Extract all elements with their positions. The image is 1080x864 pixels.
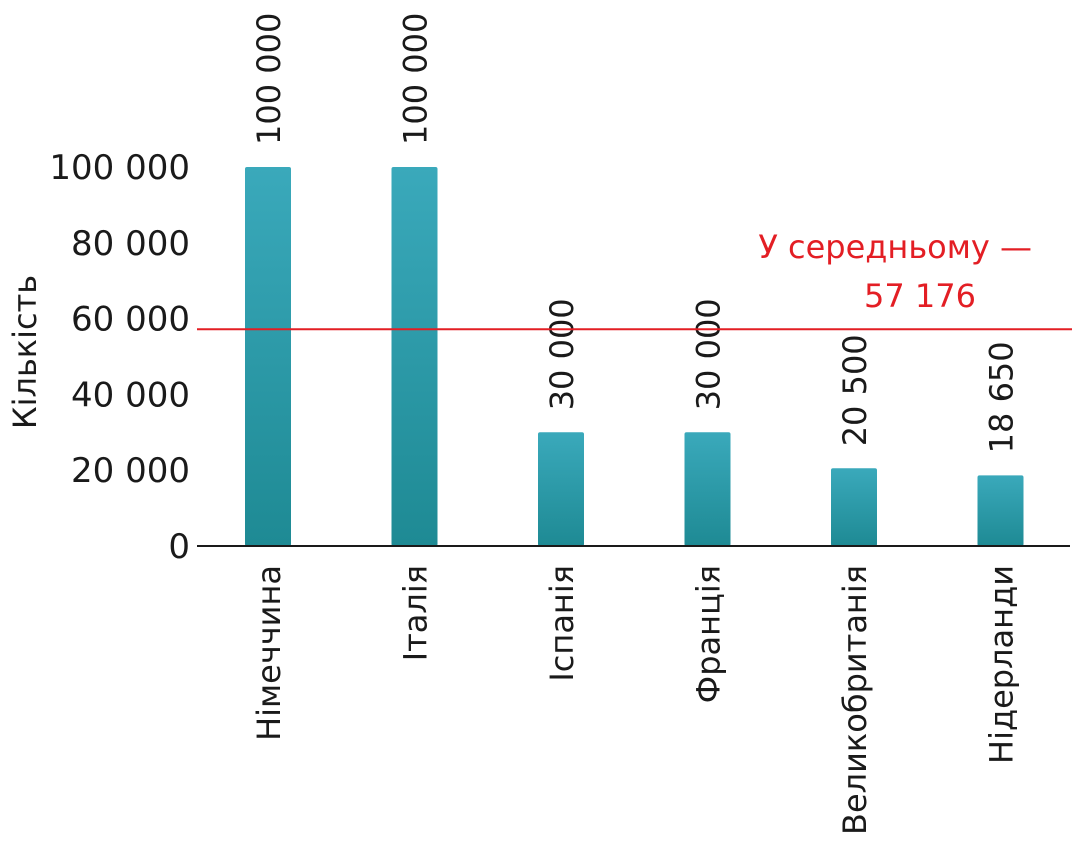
bar-value-label: 20 500 [836,334,874,446]
y-tick-label: 80 000 [71,224,190,264]
y-tick-label: 60 000 [71,300,190,340]
bar [391,167,438,546]
bars [245,167,1024,546]
bar [245,167,291,546]
category-label: Німеччина [250,565,288,741]
y-tick-label: 40 000 [71,375,190,415]
category-label: Франція [690,565,728,703]
y-axis-title: Кількість [6,275,44,429]
bar [977,475,1024,546]
y-tick-label: 0 [168,527,190,567]
bar [538,432,584,546]
bar [684,432,731,546]
category-label: Італія [397,565,435,661]
bar [831,468,877,546]
average-label-value: 57 176 [864,277,976,315]
category-labels: Німеччина Італія Іспанія Франція Великобрита… [250,565,1021,835]
bar-value-label: 100 000 [250,13,288,145]
bar-value-label: 100 000 [397,13,435,145]
category-label: Великобританія [836,565,874,835]
category-label: Іспанія [543,565,581,682]
y-tick-label: 20 000 [71,451,190,491]
bar-value-label: 30 000 [543,298,581,410]
value-labels: 100 000 100 000 30 000 30 000 20 500 18 650 [250,13,1021,454]
average-label-line1: У середньому — [758,228,1032,266]
bar-value-label: 30 000 [690,298,728,410]
y-tick-labels: 0 20 000 40 000 60 000 80 000 100 000 [49,148,190,567]
y-tick-label: 100 000 [49,148,190,188]
bar-value-label: 18 650 [983,341,1021,453]
category-label: Нідерланди [983,565,1021,764]
